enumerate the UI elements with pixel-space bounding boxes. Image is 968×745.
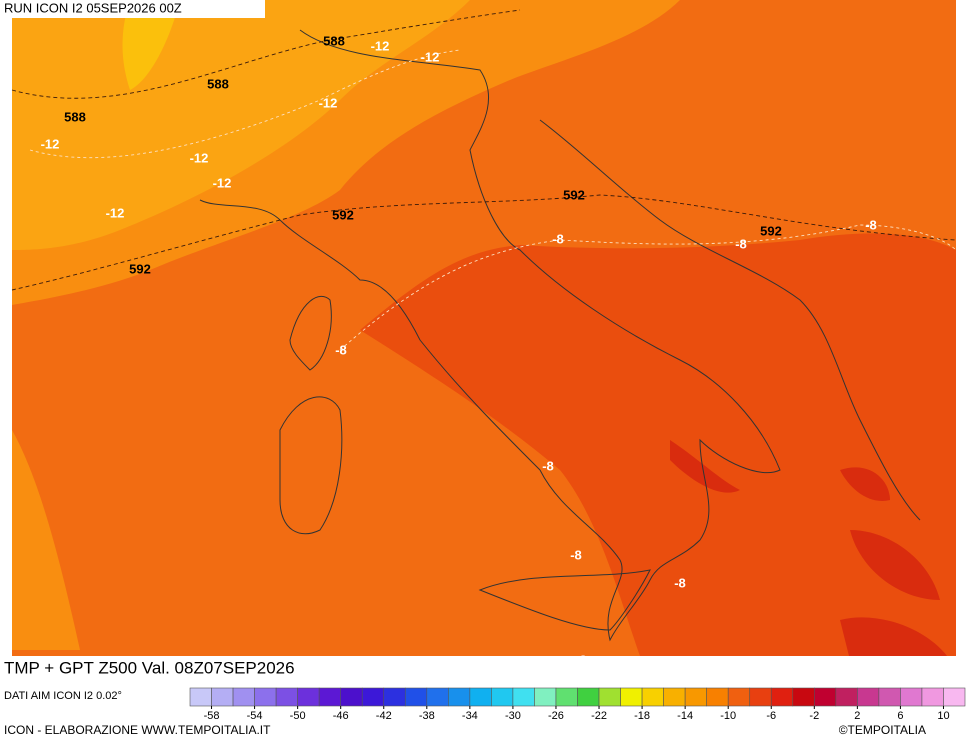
legend-tick-label: -50 bbox=[290, 710, 306, 722]
legend-swatch bbox=[254, 687, 277, 707]
legend-tick-label: 10 bbox=[937, 710, 949, 722]
legend-tick-label: -6 bbox=[766, 710, 776, 722]
legend-swatch bbox=[297, 687, 320, 707]
legend-swatch bbox=[835, 687, 858, 707]
contour-label: 588 bbox=[64, 109, 86, 124]
legend-swatch bbox=[684, 687, 707, 707]
legend-tick-label: -10 bbox=[720, 710, 736, 722]
credit: ICON - ELABORAZIONE WWW.TEMPOITALIA.IT bbox=[4, 723, 271, 737]
legend-swatch bbox=[555, 687, 578, 707]
legend-swatch bbox=[706, 687, 729, 707]
legend-swatch bbox=[749, 687, 772, 707]
header-title: RUN ICON I2 05SEP2026 00Z bbox=[4, 0, 182, 15]
legend-tick-label: 2 bbox=[854, 710, 860, 722]
footer-title: TMP + GPT Z500 Val. 08Z07SEP2026 bbox=[4, 658, 295, 677]
contour-label: -12 bbox=[213, 175, 232, 190]
legend-swatch bbox=[900, 687, 923, 707]
legend-swatch bbox=[857, 687, 880, 707]
contour-label: 592 bbox=[129, 261, 151, 276]
legend-tick-label: -54 bbox=[247, 710, 263, 722]
legend-swatch bbox=[814, 687, 837, 707]
temperature-contours bbox=[29, 49, 957, 351]
legend-swatch bbox=[232, 687, 255, 707]
legend-swatch bbox=[361, 687, 385, 707]
legend-swatch bbox=[577, 687, 600, 707]
legend-tick-label: -58 bbox=[204, 710, 220, 722]
contour-label: -8 bbox=[542, 458, 554, 473]
legend-tick-label: -18 bbox=[634, 710, 650, 722]
copyright: ©TEMPOITALIA bbox=[839, 723, 926, 737]
legend-swatch bbox=[620, 687, 643, 707]
temp-field-hot bbox=[360, 233, 956, 656]
legend-swatch bbox=[727, 687, 751, 707]
legend-swatch bbox=[426, 687, 449, 707]
legend-swatch bbox=[641, 687, 664, 707]
contour-label: -12 bbox=[190, 150, 209, 165]
legend-tick-label: -2 bbox=[809, 710, 819, 722]
geopotential-contours bbox=[11, 9, 957, 291]
legend-swatch bbox=[663, 687, 686, 707]
legend-swatch bbox=[211, 687, 234, 707]
legend-tick-label: -22 bbox=[591, 710, 607, 722]
legend-swatch bbox=[469, 687, 492, 707]
contour-label: -8 bbox=[570, 547, 582, 562]
data-source: DATI AIM ICON I2 0.02° bbox=[4, 690, 122, 702]
legend-tick-label: -34 bbox=[462, 710, 478, 722]
contour-label: -8 bbox=[865, 217, 877, 232]
temp-field-warm-west bbox=[12, 430, 80, 650]
contour-labels: 588 -12 -12 588 588 -12 -12 -12 -12 -12 592 592 -8 -8… bbox=[41, 33, 877, 667]
legend-swatch bbox=[318, 687, 341, 707]
contour-label: 588 bbox=[323, 33, 345, 48]
contour-label: -12 bbox=[371, 38, 390, 53]
legend-tick-label: -46 bbox=[333, 710, 349, 722]
contour-label: -8 bbox=[552, 231, 564, 246]
legend-swatch bbox=[512, 687, 535, 707]
legend-tick-label: -42 bbox=[376, 710, 392, 722]
legend-swatch bbox=[921, 687, 944, 707]
contour-label: 588 bbox=[207, 76, 229, 91]
contour-label: -8 bbox=[674, 575, 686, 590]
contour-label: -12 bbox=[41, 136, 60, 151]
legend-swatch bbox=[598, 687, 621, 707]
legend-tick-label: -26 bbox=[548, 710, 564, 722]
legend-swatch bbox=[383, 687, 406, 707]
contour-label: 592 bbox=[563, 187, 585, 202]
legend-swatch bbox=[534, 687, 557, 707]
legend-tick-label: -38 bbox=[419, 710, 435, 722]
footer-title-box bbox=[0, 657, 413, 683]
color-legend: -58 -54 -50 -46 -42 -38 -34 -30 -26 -22 -18 -14 -10-… bbox=[189, 687, 966, 722]
legend-tick-label: -14 bbox=[677, 710, 693, 722]
contour-label: 592 bbox=[332, 207, 354, 222]
legend-swatch bbox=[404, 687, 428, 707]
coastlines bbox=[199, 29, 921, 642]
contour-label: -8 bbox=[735, 236, 747, 251]
map bbox=[11, 0, 957, 660]
legend-swatch bbox=[340, 687, 363, 707]
legend-swatch bbox=[491, 687, 514, 707]
legend-swatch bbox=[878, 687, 901, 707]
legend-tick-label: -30 bbox=[505, 710, 521, 722]
legend-swatch bbox=[770, 687, 794, 707]
contour-label: -12 bbox=[106, 205, 125, 220]
contour-label: 592 bbox=[760, 223, 782, 238]
contour-label: -8 bbox=[335, 342, 347, 357]
legend-swatch bbox=[448, 687, 471, 707]
legend-swatch bbox=[792, 687, 815, 707]
contour-label: -12 bbox=[319, 95, 338, 110]
legend-swatch bbox=[189, 687, 212, 707]
header-box bbox=[0, 0, 265, 18]
legend-tick-label: 6 bbox=[897, 710, 903, 722]
temp-field-yellow bbox=[122, 0, 180, 90]
legend-swatch bbox=[943, 687, 966, 707]
temp-field-very-hot bbox=[670, 440, 950, 660]
legend-swatch bbox=[275, 687, 298, 707]
contour-label: -12 bbox=[421, 49, 440, 64]
